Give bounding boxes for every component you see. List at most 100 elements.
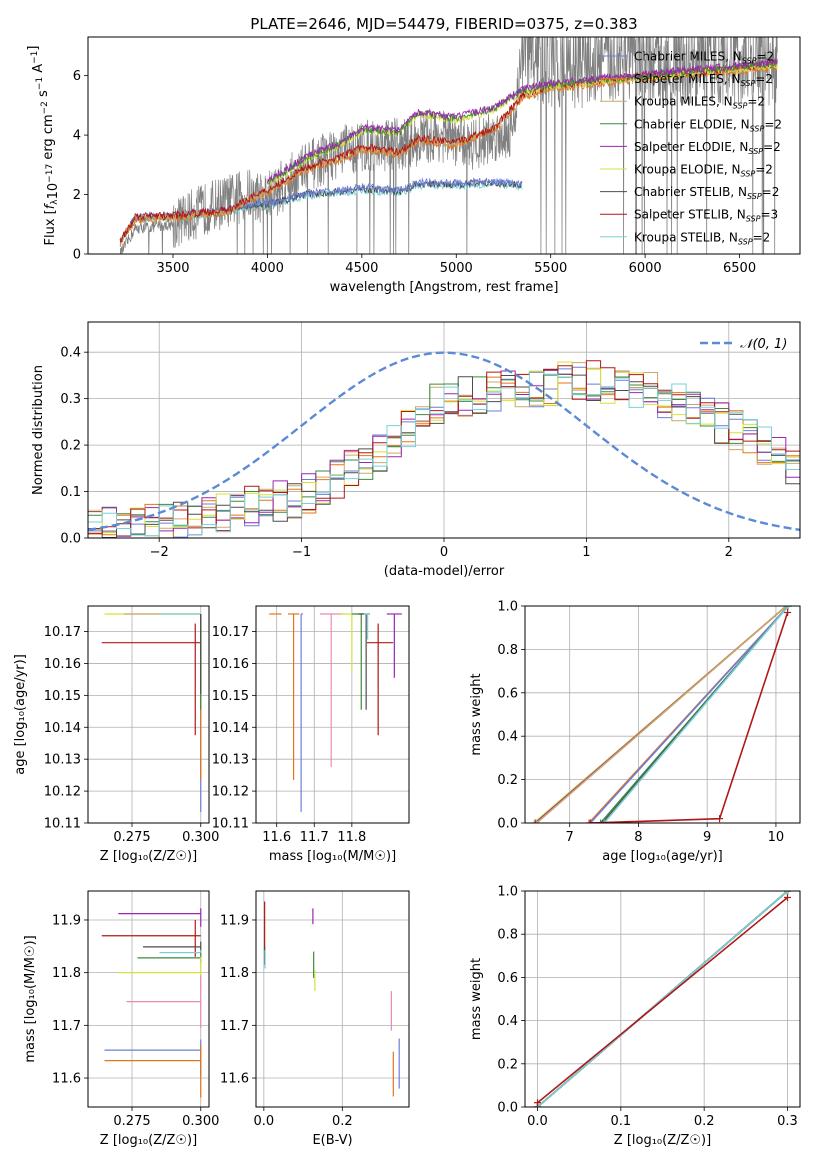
error-bar-marker: [366, 623, 394, 736]
gaussian-curve: [88, 351, 800, 532]
legend: 𝒩(0, 1): [700, 337, 787, 352]
cumulative-line: [536, 896, 789, 1104]
y-tick-label: 0.6: [497, 971, 518, 986]
y-tick-label: 10.17: [44, 625, 81, 640]
figure-title: PLATE=2646, MJD=54479, FIBERID=0375, z=0…: [250, 15, 637, 33]
legend-label: Chabrier ELODIE, NSSP=2: [634, 117, 782, 133]
y-tick-label: 10.15: [44, 689, 81, 704]
panel-age-cumulative-mass-weight: 7 8 9 10 0.0 0.2 0.4 0.6 0.8 1.0 age [log₁₀(age/yr…: [469, 600, 801, 864]
y-tick-label: 0.6: [497, 686, 518, 701]
y-tick-label: 0.4: [497, 1014, 518, 1029]
x-tick-label: 8: [634, 830, 642, 845]
y-tick-label: 0.3: [60, 392, 81, 407]
axes-frame: [255, 605, 410, 824]
x-tick-label: 2: [725, 545, 733, 560]
x-tick-label: 4000: [251, 261, 284, 276]
y-tick-label: 2: [73, 188, 81, 203]
y-tick-label: 10.16: [44, 657, 81, 672]
cumulative-line: [536, 606, 787, 823]
y-tick-label: 0.2: [497, 773, 518, 788]
x-axis-label: Z [log₁₀(Z/Z☉)]: [100, 1133, 197, 1148]
plus-marker: [599, 819, 607, 823]
error-bar-marker: [101, 919, 201, 957]
model-spectrum-line: [119, 61, 778, 244]
x-tick-label: 11.8: [337, 830, 366, 845]
error-bar-marker: [118, 908, 202, 927]
error-bar-marker: [126, 975, 202, 1028]
plus-marker: [784, 891, 791, 895]
plus-marker: [597, 819, 605, 823]
error-bar-marker: [287, 613, 300, 780]
x-tick-label: 7: [566, 830, 574, 845]
y-tick-label: 0.0: [497, 1101, 518, 1116]
plus-marker: [530, 819, 538, 823]
x-tick-label: 0.0: [527, 1114, 548, 1129]
x-tick-label: 3500: [156, 261, 189, 276]
y-tick-label: 0.8: [497, 928, 518, 943]
legend-label: Chabrier STELIB, NSSP=2: [634, 185, 779, 201]
y-tick-label: 6: [73, 69, 81, 84]
error-bar-marker: [159, 950, 202, 956]
y-axis-label: Normed distribution: [31, 365, 46, 495]
x-tick-label: 0.300: [182, 1114, 219, 1129]
plus-marker: [533, 819, 541, 823]
x-tick-label: −1: [292, 545, 311, 560]
y-tick-label: 0.0: [497, 817, 518, 832]
axes-frame: [524, 605, 801, 824]
x-tick-label: 6500: [723, 261, 756, 276]
x-tick-label: 0: [440, 545, 448, 560]
error-bar-marker: [319, 613, 343, 768]
error-bar-marker: [386, 613, 402, 678]
y-tick-label: 10.13: [44, 753, 81, 768]
model-spectrum-line: [266, 57, 778, 183]
error-bar-marker: [300, 613, 303, 812]
y-tick-label: 0.2: [497, 1057, 518, 1072]
y-tick-label: 11.9: [52, 913, 81, 928]
x-tick-label: 1: [582, 545, 590, 560]
legend-label: 𝒩(0, 1): [740, 337, 787, 352]
plot-area: [256, 891, 409, 1107]
y-tick-label: 0.4: [60, 346, 81, 361]
x-axis-label: (data-model)/error: [384, 564, 505, 579]
y-tick-label: 10.17: [212, 625, 249, 640]
legend-label: Salpeter ELODIE, NSSP=2: [634, 140, 781, 156]
y-tick-label: 0.1: [60, 485, 81, 500]
plus-marker: [586, 819, 594, 823]
plot-area: [256, 606, 409, 823]
y-tick-label: 10.16: [212, 657, 249, 672]
legend-label: Chabrier MILES, NSSP=2: [634, 50, 774, 66]
y-tick-label: 10.14: [212, 721, 249, 736]
axes-frame: [87, 890, 210, 1108]
x-tick-label: 0.275: [113, 1114, 150, 1129]
histogram-line: [88, 374, 800, 527]
y-tick-label: 10.13: [212, 753, 249, 768]
x-axis-label: Z [log₁₀(Z/Z☉)]: [100, 849, 197, 864]
x-tick-label: 11.6: [262, 830, 291, 845]
plot-area: [88, 891, 209, 1107]
legend: Chabrier MILES, NSSP=2 Salpeter MILES, NS…: [600, 50, 782, 246]
x-tick-label: 0.2: [694, 1114, 715, 1129]
y-axis-label: age [log₁₀(age/yr)]: [13, 654, 28, 775]
x-axis-label: mass [log₁₀(M/M☉)]: [269, 849, 396, 864]
x-axis-label: age [log₁₀(age/yr)]: [602, 849, 723, 864]
plus-marker: [585, 819, 593, 823]
x-tick-label: −2: [150, 545, 169, 560]
y-axis-label: mass [log₁₀(M/M☉)]: [23, 935, 38, 1062]
plus-marker: [531, 819, 539, 823]
plus-marker: [534, 1099, 541, 1107]
y-tick-label: 0.4: [497, 730, 518, 745]
error-bar-marker: [104, 1039, 202, 1077]
y-axis-label: mass weight: [469, 958, 484, 1040]
error-bar-marker: [363, 613, 370, 640]
legend-label: Salpeter STELIB, NSSP=3: [634, 208, 778, 224]
x-tick-label: 4500: [345, 261, 378, 276]
model-spectrum-line: [119, 179, 523, 242]
x-tick-label: 6000: [629, 261, 662, 276]
plot-area: [119, 37, 778, 254]
error-bar-marker: [104, 1044, 202, 1098]
y-tick-label: 10.15: [212, 689, 249, 704]
y-tick-label: 1.0: [497, 600, 518, 615]
y-tick-label: 10.11: [44, 817, 81, 832]
y-tick-label: 0: [73, 248, 81, 263]
